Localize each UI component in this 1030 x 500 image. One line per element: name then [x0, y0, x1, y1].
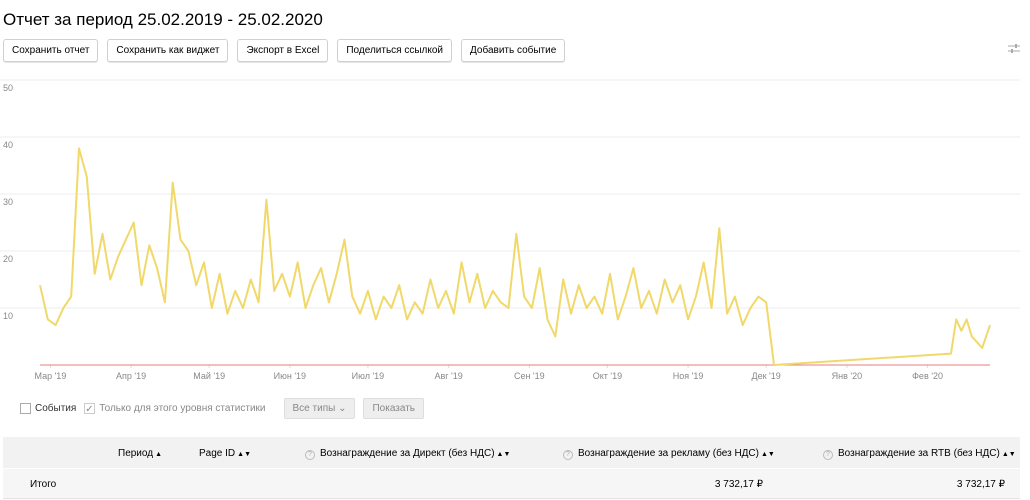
label: Page ID [199, 448, 236, 459]
cell: 3 732,17 ₽ [956, 479, 1005, 490]
table-header: Период ▲ Page ID ▲▼ ? Вознаграждение за Дир… [3, 437, 1020, 468]
x-tick-label: Апр '19 [116, 371, 146, 381]
label: Только для этого уровня статистики [99, 403, 266, 415]
header-cell[interactable]: Page ID ▲▼ [199, 448, 251, 459]
header-cell[interactable]: ? Вознаграждение за RTB (без НДС) ▲▼ [823, 448, 1016, 460]
cell: 3 732,17 ₽ [714, 479, 763, 490]
label: Период [118, 448, 154, 459]
types-select[interactable]: Все типы ⌄ [283, 398, 356, 419]
filters: События ✓ Только для этого уровня статист… [20, 398, 424, 419]
table-row: Итого 3 732,17 ₽ 3 732,17 ₽ [3, 469, 1020, 499]
header-cell[interactable]: ? Вознаграждение за рекламу (без НДС) ▲▼ [563, 448, 775, 460]
y-tick-label: 50 [3, 83, 13, 93]
y-tick-label: 40 [3, 140, 13, 150]
header-cell[interactable]: ? Вознаграждение за Директ (без НДС) ▲▼ [305, 448, 510, 460]
x-tick-label: Ноя '19 [673, 371, 704, 381]
y-tick-label: 30 [3, 197, 13, 207]
label: События [35, 403, 77, 415]
button[interactable]: Сохранить как виджет [107, 39, 229, 62]
report-title: Отчет за период 25.02.2019 - 25.02.2020 [3, 10, 323, 29]
x-tick-label: Окт '19 [593, 371, 622, 381]
label: Все типы [292, 403, 336, 414]
y-tick-label: 20 [3, 254, 13, 264]
series-line [39, 147, 991, 366]
settings-icon[interactable] [1008, 44, 1020, 54]
x-tick-label: Июл '19 [352, 371, 385, 381]
button[interactable]: Экспорт в Excel [237, 39, 329, 62]
header-cell[interactable]: Период ▲ [118, 448, 163, 459]
cell: Итого [30, 479, 57, 490]
button[interactable]: Поделиться ссылкой [337, 39, 452, 62]
x-tick-label: Май '19 [193, 371, 225, 381]
table: Период ▲ Page ID ▲▼ ? Вознаграждение за Дир… [3, 437, 1020, 499]
x-tick-label: Авг '19 [434, 371, 462, 381]
show-button[interactable]: Показать [363, 398, 424, 419]
x-tick-label: Мар '19 [34, 371, 66, 381]
label: Вознаграждение за RTB (без НДС) [838, 448, 1000, 459]
x-tick-label: Сен '19 [514, 371, 545, 381]
chart: 10 20 30 40 50 Мар '19 Апр '19 Май '19 Июн '19 Ию… [0, 79, 1020, 381]
x-tick-label: Фев '20 [912, 371, 943, 381]
button[interactable]: Сохранить отчет [3, 39, 99, 62]
x-tick-label: Янв '20 [832, 371, 862, 381]
y-tick-label: 10 [3, 311, 13, 321]
label: Вознаграждение за Директ (без НДС) [320, 448, 495, 459]
toolbar: Сохранить отчет Сохранить как виджет Экс… [3, 39, 566, 62]
x-tick-label: Июн '19 [274, 371, 306, 381]
x-tick-label: Дек '19 [752, 371, 781, 381]
button[interactable]: Добавить событие [461, 39, 566, 62]
level-checkbox[interactable]: ✓ Только для этого уровня статистики [84, 402, 266, 415]
events-checkbox[interactable]: События [20, 402, 77, 415]
label: Вознаграждение за рекламу (без НДС) [578, 448, 759, 459]
